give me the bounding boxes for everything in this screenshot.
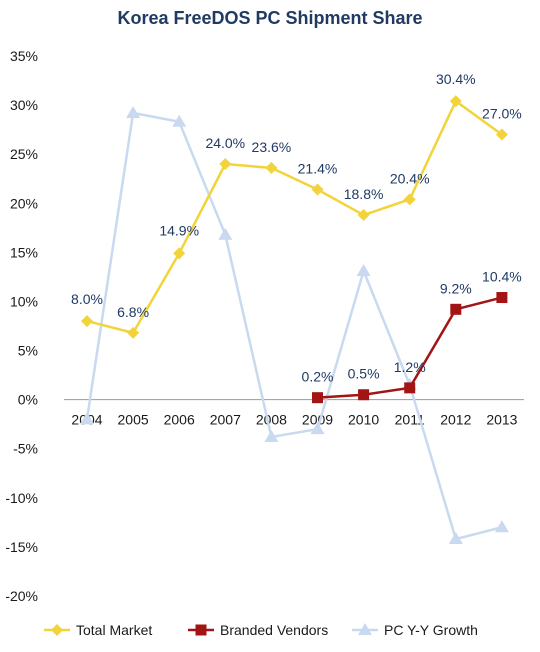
data-label-branded-vendors: 10.4% [482,269,522,285]
data-point-total-market [265,161,278,174]
y-tick-label: 5% [18,343,38,359]
y-tick-label: 15% [10,244,38,260]
data-point-total-market [81,315,93,328]
data-point-pc-y-y-growth [218,227,233,240]
data-point-branded-vendors [450,303,462,315]
data-label-total-market: 23.6% [252,139,292,155]
x-tick-label: 2011 [395,412,425,428]
data-point-pc-y-y-growth [448,532,463,545]
data-label-total-market: 14.9% [159,222,199,238]
data-label-total-market: 21.4% [298,161,338,177]
legend-label-total-market: Total Market [76,622,152,638]
x-tick-label: 2008 [256,412,287,428]
legend-label-branded-vendors: Branded Vendors [220,622,328,638]
x-tick-label: 2010 [348,412,379,428]
data-point-branded-vendors [312,392,323,404]
data-point-branded-vendors [496,292,508,304]
y-tick-label: 10% [10,293,38,309]
x-tick-label: 2007 [210,412,241,428]
series-line-pc-y-y-growth [85,111,503,541]
data-point-pc-y-y-growth [310,422,325,435]
data-point-pc-y-y-growth [126,105,141,118]
data-label-total-market: 27.0% [482,106,522,122]
legend-marker-total-market [51,624,63,636]
data-point-total-market [127,326,140,339]
data-point-total-market [311,183,324,196]
y-tick-label: 0% [18,392,38,408]
data-point-total-market [219,158,232,170]
data-point-pc-y-y-growth [494,520,509,533]
data-point-total-market [357,209,370,222]
data-label-total-market: 18.8% [344,186,384,202]
data-label-branded-vendors: 0.2% [302,369,334,385]
data-label-total-market: 24.0% [205,135,245,151]
y-tick-label: -5% [13,441,38,457]
data-label-branded-vendors: 1.2% [394,359,426,375]
legend-marker-branded-vendors [195,624,207,636]
data-point-total-market [173,247,186,260]
data-label-total-market: 20.4% [390,170,430,186]
y-tick-label: -10% [5,490,38,506]
data-point-total-market [449,95,462,108]
x-tick-label: 2005 [118,412,149,428]
x-tick-label: 2009 [302,412,333,428]
series-line-total-market [86,99,503,335]
data-label-branded-vendors: 0.5% [348,366,380,382]
data-label-total-market: 6.8% [117,304,149,320]
y-tick-label: 25% [10,146,38,162]
data-point-pc-y-y-growth [172,114,187,127]
x-tick-label: 2013 [486,412,517,428]
y-tick-label: 35% [10,48,38,64]
x-tick-label: 2012 [440,412,471,428]
legend-label-pc-y-y-growth: PC Y-Y Growth [384,622,478,638]
data-point-branded-vendors [358,389,370,401]
data-label-branded-vendors: 9.2% [440,280,472,296]
y-tick-label: 30% [10,97,38,113]
data-point-pc-y-y-growth [264,429,279,442]
data-point-total-market [495,128,508,141]
chart-title: Korea FreeDOS PC Shipment Share [117,8,423,28]
data-point-pc-y-y-growth [356,264,371,277]
y-tick-label: -15% [5,539,38,555]
data-label-total-market: 30.4% [436,71,476,87]
data-point-pc-y-y-growth [80,412,94,425]
y-tick-label: -20% [5,588,38,604]
data-point-branded-vendors [404,382,416,394]
data-label-total-market: 8.0% [71,291,103,307]
legend-marker-pc-y-y-growth [358,623,372,635]
data-point-total-market [403,193,416,206]
x-tick-label: 2006 [164,412,195,428]
y-tick-label: 20% [10,195,38,211]
